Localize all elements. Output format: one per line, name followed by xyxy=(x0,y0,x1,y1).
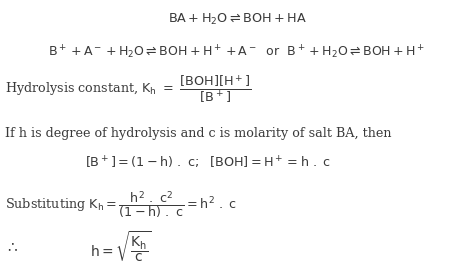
Text: $\mathrm{h = \sqrt{\dfrac{K_h}{c}}}$: $\mathrm{h = \sqrt{\dfrac{K_h}{c}}}$ xyxy=(90,229,152,261)
Text: $\therefore$: $\therefore$ xyxy=(5,240,18,254)
Text: $\mathrm{BA + H_2O \rightleftharpoons BOH + HA}$: $\mathrm{BA + H_2O \rightleftharpoons BO… xyxy=(168,12,306,27)
Text: If h is degree of hydrolysis and c is molarity of salt BA, then: If h is degree of hydrolysis and c is mo… xyxy=(5,127,391,140)
Text: $\mathrm{B^+ + A^- + H_2O \rightleftharpoons BOH + H^+ + A^-\ \ or\ \ B^+ + H_2O: $\mathrm{B^+ + A^- + H_2O \rightleftharp… xyxy=(48,44,426,61)
Text: Substituting $\mathrm{K_h =\dfrac{h^2\ .\ c^2}{(1 - h)\ .\ c} = h^2\ .\ c}$: Substituting $\mathrm{K_h =\dfrac{h^2\ .… xyxy=(5,189,237,221)
Text: $\mathrm{[B^+] = (1 - h)\ .\  c;\ \ [BOH]= H^+ = h\ .\ c}$: $\mathrm{[B^+] = (1 - h)\ .\ c;\ \ [BOH]… xyxy=(85,155,331,171)
Text: Hydrolysis constant, $\mathrm{K_h\ =\ \dfrac{[BOH][H^+]}{[B^+]}}$: Hydrolysis constant, $\mathrm{K_h\ =\ \d… xyxy=(5,73,251,105)
